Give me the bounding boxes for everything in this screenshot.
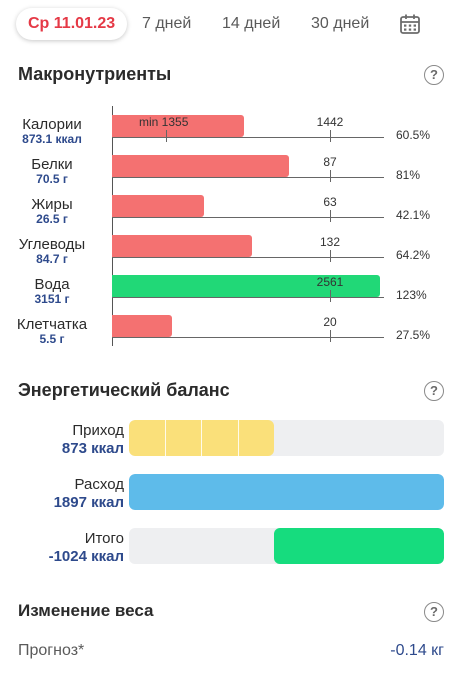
energy-row: Приход 873 ккал	[0, 420, 461, 460]
macro-percent: 64.2%	[396, 248, 431, 262]
macro-norm-label: 87	[323, 155, 337, 169]
macro-bar	[112, 115, 244, 137]
macro-value: 70.5 г	[36, 172, 68, 186]
forecast-label: Прогноз*	[18, 642, 85, 659]
macro-row: Жиры 26.5 г 63 42.1%	[0, 188, 461, 228]
macro-norm-tick	[330, 210, 331, 222]
macro-row: Калории 873.1 ккал 1442 60.5% min 1355	[0, 108, 461, 148]
macro-min-label: min 1355	[139, 115, 189, 129]
energy-track	[129, 528, 444, 564]
energy-row: Итого -1024 ккал	[0, 528, 461, 568]
macro-norm-label: 1442	[316, 115, 344, 129]
tab-current-day[interactable]: Ср 11.01.23	[16, 8, 128, 40]
energy-bar	[129, 474, 444, 510]
macros-title: Макронутриенты	[18, 64, 172, 84]
energy-value: 873 ккал	[61, 440, 124, 457]
energy-help-icon[interactable]: ?	[424, 381, 444, 401]
macro-bar	[112, 315, 172, 337]
weight-title: Изменение веса	[18, 601, 154, 620]
macro-name: Клетчатка	[16, 316, 88, 333]
macro-norm-label: 2561	[316, 275, 344, 289]
macro-baseline	[112, 217, 384, 218]
macro-norm-label: 63	[323, 195, 337, 209]
macro-baseline	[112, 257, 384, 258]
macro-value: 26.5 г	[36, 212, 68, 226]
energy-segment-divider	[238, 420, 239, 456]
macro-row: Углеводы 84.7 г 132 64.2%	[0, 228, 461, 268]
macro-percent: 123%	[396, 288, 427, 302]
energy-title: Энергетический баланс	[18, 380, 230, 400]
macro-name: Калории	[22, 116, 82, 133]
energy-track	[129, 420, 444, 456]
calendar-icon[interactable]	[399, 13, 421, 35]
macro-bar	[112, 235, 252, 257]
macro-min-tick	[166, 130, 167, 142]
macros-help-icon[interactable]: ?	[424, 65, 444, 85]
macro-baseline	[112, 137, 384, 138]
macro-row: Белки 70.5 г 87 81%	[0, 148, 461, 188]
macro-name: Белки	[31, 156, 73, 173]
macro-norm-label: 20	[323, 315, 337, 329]
macro-name: Углеводы	[18, 236, 86, 253]
energy-track	[129, 474, 444, 510]
macro-bar	[112, 275, 380, 297]
energy-segment-divider	[165, 420, 166, 456]
macro-value: 3151 г	[34, 292, 70, 306]
macro-norm-tick	[330, 130, 331, 142]
macro-value: 84.7 г	[36, 252, 68, 266]
macro-baseline	[112, 337, 384, 338]
macro-norm-tick	[330, 330, 331, 342]
macros-axis	[112, 106, 113, 346]
macro-baseline	[112, 177, 384, 178]
macro-norm-tick	[330, 290, 331, 302]
energy-label: Расход	[74, 476, 124, 493]
energy-bar	[274, 528, 444, 564]
macro-percent: 81%	[396, 168, 421, 182]
tab-30-days[interactable]: 30 дней	[311, 15, 370, 32]
date-range-tabs: Ср 11.01.23 7 дней 14 дней 30 дней	[0, 8, 461, 40]
macro-row: Вода 3151 г 2561 123%	[0, 268, 461, 308]
macro-bar	[112, 195, 204, 217]
energy-label: Приход	[72, 422, 124, 439]
macro-norm-tick	[330, 170, 331, 182]
macro-percent: 60.5%	[396, 128, 431, 142]
macro-baseline	[112, 297, 384, 298]
macro-value: 5.5 г	[39, 332, 65, 346]
weight-help-icon[interactable]: ?	[424, 602, 444, 622]
macro-value: 873.1 ккал	[22, 132, 82, 146]
macro-percent: 27.5%	[396, 328, 431, 342]
macro-name: Жиры	[31, 196, 73, 213]
macros-chart: Калории 873.1 ккал 1442 60.5% min 1355 Белки 7…	[0, 100, 461, 350]
energy-value: -1024 ккал	[48, 548, 124, 565]
energy-value: 1897 ккал	[53, 494, 124, 511]
macro-bar	[112, 155, 289, 177]
energy-row: Расход 1897 ккал	[0, 474, 461, 514]
tab-7-days[interactable]: 7 дней	[142, 15, 192, 32]
energy-segment-divider	[201, 420, 202, 456]
energy-label: Итого	[84, 530, 124, 547]
macro-norm-label: 132	[319, 235, 341, 249]
macro-norm-tick	[330, 250, 331, 262]
macro-row: Клетчатка 5.5 г 20 27.5%	[0, 308, 461, 348]
forecast-value: -0.14 кг	[390, 642, 444, 659]
macro-name: Вода	[34, 276, 70, 293]
macro-percent: 42.1%	[396, 208, 431, 222]
tab-14-days[interactable]: 14 дней	[222, 15, 281, 32]
